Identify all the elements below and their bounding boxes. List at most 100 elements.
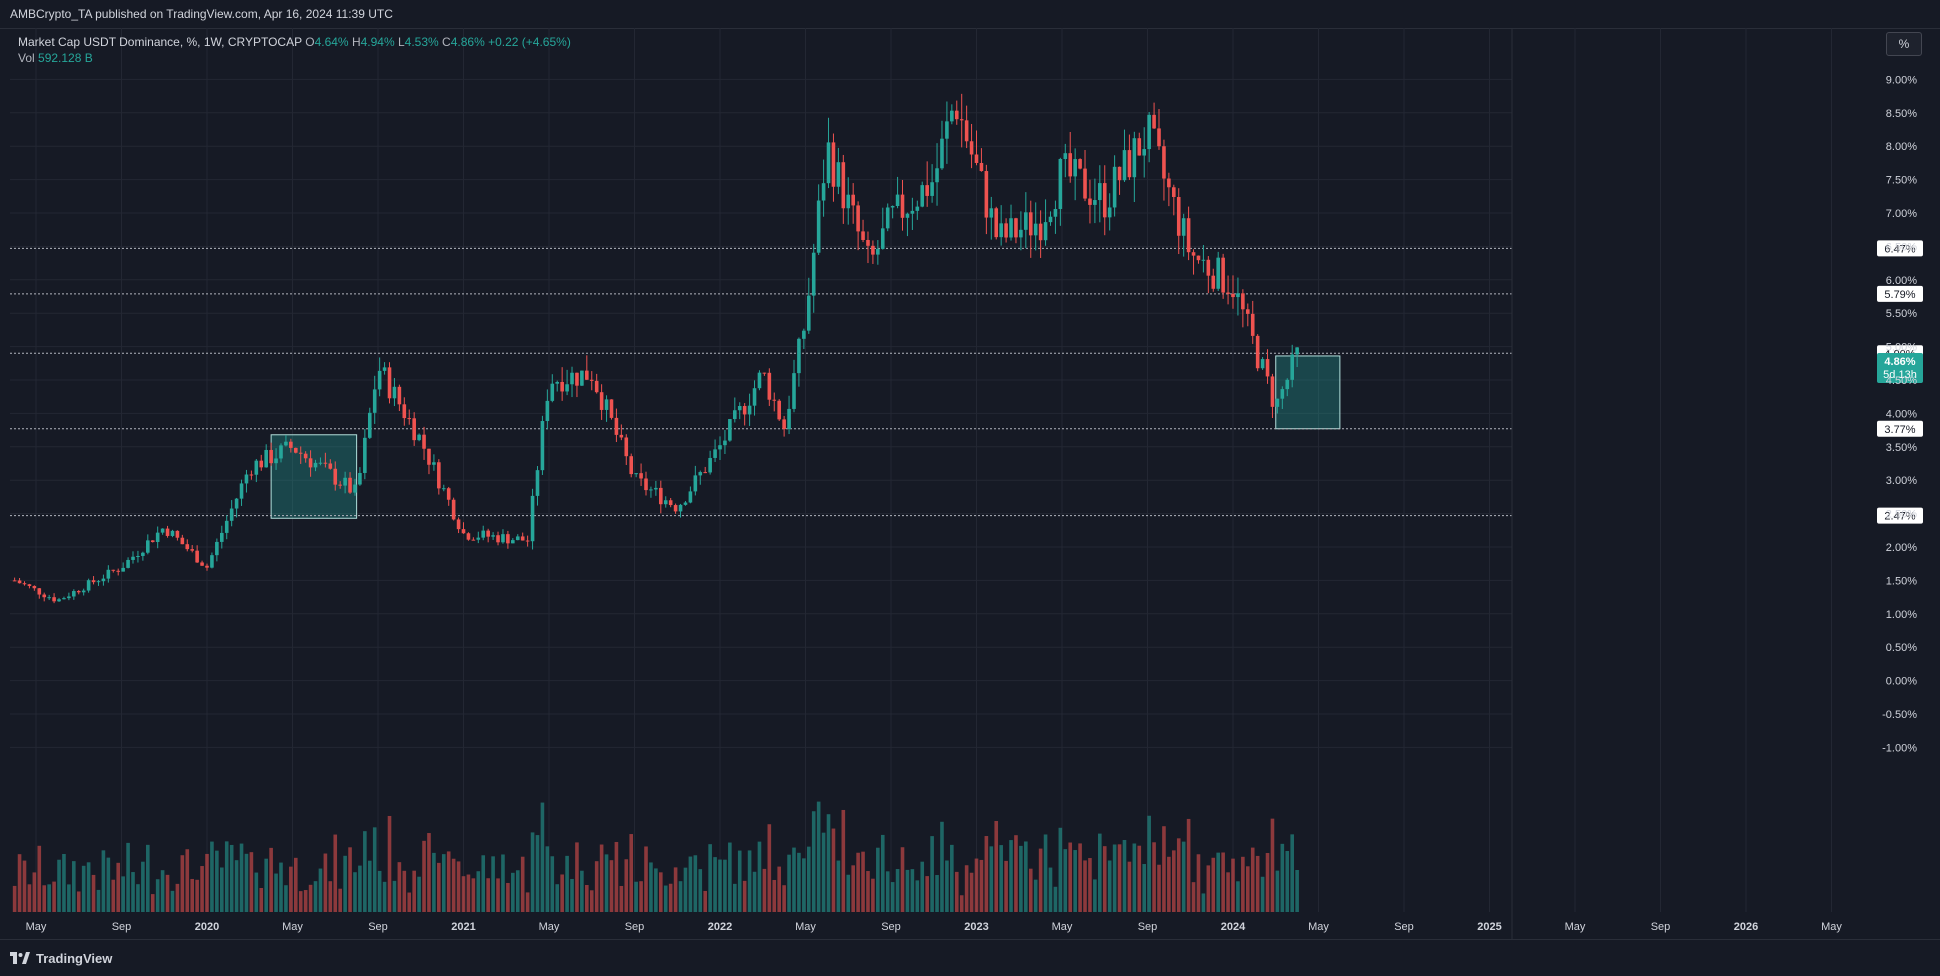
volume-bar bbox=[580, 870, 584, 912]
volume-bar bbox=[52, 881, 56, 912]
candle-body bbox=[427, 448, 431, 465]
volume-bar bbox=[1043, 834, 1048, 912]
volume-bar bbox=[654, 868, 658, 912]
candle-body bbox=[945, 121, 949, 139]
volume-bar bbox=[905, 869, 910, 912]
candle-body bbox=[841, 162, 846, 209]
candle-body bbox=[797, 338, 801, 374]
candle-body bbox=[210, 555, 214, 568]
candle-body bbox=[550, 383, 555, 401]
candle-body bbox=[525, 540, 530, 542]
volume-bar bbox=[101, 850, 106, 912]
volume-bar bbox=[1083, 860, 1087, 912]
price-tick-label: 5.00% bbox=[1886, 342, 1917, 354]
volume-bar bbox=[1231, 858, 1235, 912]
volume-bar bbox=[782, 885, 786, 912]
volume-bar bbox=[146, 844, 150, 912]
candle-body bbox=[195, 550, 199, 563]
volume-bar bbox=[476, 871, 481, 912]
candle-body bbox=[570, 372, 574, 385]
volume-bar bbox=[363, 831, 367, 912]
time-tick-label: May bbox=[1052, 921, 1073, 933]
volume-bar bbox=[1176, 838, 1181, 912]
volume-bar bbox=[32, 872, 37, 912]
candle-body bbox=[289, 441, 293, 448]
candle-body bbox=[81, 590, 86, 593]
volume-bar bbox=[289, 866, 293, 912]
volume-bar bbox=[1048, 867, 1053, 912]
candle-body bbox=[481, 530, 486, 538]
volume-bar bbox=[1260, 876, 1265, 912]
candle-body bbox=[96, 581, 101, 583]
volume-bar bbox=[668, 883, 673, 912]
level-label: 3.77% bbox=[1884, 424, 1915, 436]
candle-body bbox=[1255, 335, 1260, 369]
candle-body bbox=[387, 367, 392, 399]
candle-body bbox=[382, 367, 387, 371]
volume-bar bbox=[609, 860, 614, 912]
volume-bar bbox=[42, 885, 47, 912]
candle-body bbox=[67, 596, 71, 599]
candle-body bbox=[146, 540, 150, 553]
volume-bar bbox=[308, 884, 313, 912]
volume-bar bbox=[382, 881, 387, 912]
volume-bar bbox=[693, 855, 698, 912]
volume-bar bbox=[86, 862, 91, 912]
price-chart[interactable]: 6.47%5.79%4.90%3.77%2.47%4.86%5d 13h 9.0… bbox=[0, 0, 1940, 940]
volume-bar bbox=[575, 842, 579, 912]
volume-bar bbox=[599, 844, 604, 912]
volume-bar bbox=[555, 884, 560, 912]
candle-body bbox=[437, 462, 441, 489]
candle-body bbox=[491, 535, 495, 537]
candle-body bbox=[920, 185, 925, 207]
candle-body bbox=[239, 483, 244, 499]
volume-bar bbox=[1255, 855, 1260, 912]
candle-body bbox=[471, 539, 476, 541]
volume-bar bbox=[935, 875, 939, 912]
range-boxes bbox=[270, 355, 1341, 519]
volume-bar bbox=[945, 860, 949, 912]
candle-body bbox=[575, 372, 579, 386]
candle-body bbox=[772, 399, 777, 401]
volume-bar bbox=[723, 859, 727, 912]
candle-body bbox=[1078, 159, 1082, 169]
range-box bbox=[270, 434, 358, 519]
volume-bar bbox=[318, 868, 323, 912]
legend-l-val: 4.53% bbox=[404, 35, 439, 49]
volume-bar bbox=[673, 867, 678, 912]
volume-bar bbox=[999, 845, 1003, 912]
candle-body bbox=[654, 487, 658, 490]
candle-body bbox=[446, 488, 451, 500]
candle-body bbox=[496, 535, 500, 543]
candle-body bbox=[1260, 359, 1265, 369]
volume-bar bbox=[461, 876, 466, 912]
volume-bar bbox=[155, 879, 160, 912]
volume-bar bbox=[1127, 861, 1132, 912]
candle-body bbox=[284, 441, 288, 446]
candle-body bbox=[1196, 255, 1201, 261]
price-tick-label: 3.50% bbox=[1886, 442, 1917, 454]
volume-bar bbox=[293, 857, 298, 912]
candle-body bbox=[910, 210, 915, 214]
candle-body bbox=[121, 567, 125, 572]
candle-body bbox=[940, 138, 944, 169]
volume-bar bbox=[1009, 840, 1013, 912]
volume-bar bbox=[585, 884, 589, 912]
candle-body bbox=[441, 488, 446, 490]
volume-bar bbox=[737, 850, 742, 912]
tradingview-logo[interactable]: TradingView bbox=[10, 951, 112, 966]
candle-body bbox=[37, 588, 42, 595]
candle-body bbox=[762, 372, 767, 374]
volume-bar bbox=[683, 867, 688, 912]
candle-body bbox=[1186, 218, 1191, 253]
volume-bar bbox=[1265, 853, 1270, 912]
candle-body bbox=[639, 473, 643, 479]
candle-body bbox=[1132, 138, 1137, 178]
candle-body bbox=[678, 504, 683, 512]
volume-bar bbox=[816, 801, 821, 912]
percent-scale-button[interactable]: % bbox=[1886, 32, 1922, 56]
volume-bar bbox=[797, 852, 801, 912]
candle-body bbox=[165, 528, 170, 536]
volume-bar bbox=[619, 885, 624, 912]
candle-body bbox=[185, 544, 190, 550]
